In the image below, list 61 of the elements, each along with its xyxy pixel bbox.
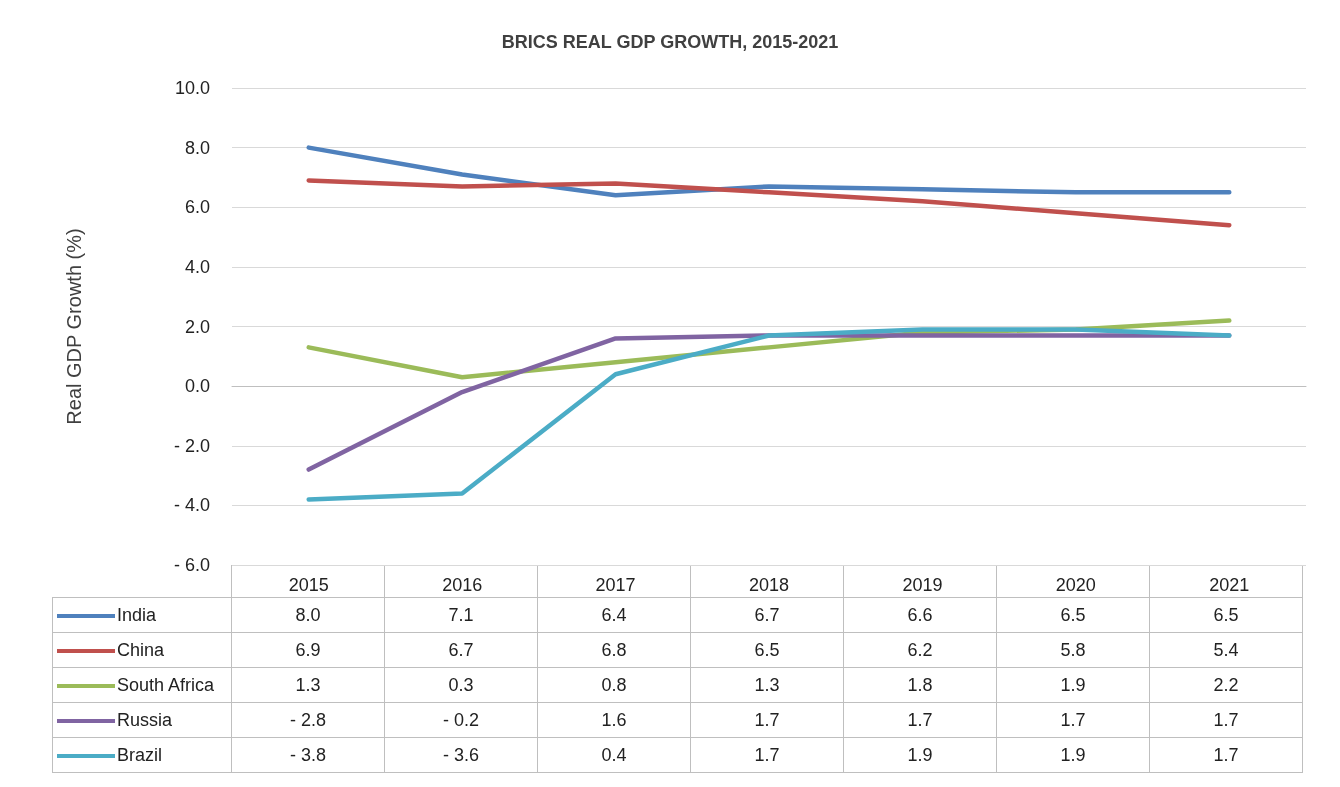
y-tick-label: 2.0 [184, 316, 210, 337]
legend-label: South Africa [117, 674, 215, 695]
y-tick-label: 4.0 [184, 256, 210, 277]
line-series [306, 178, 1232, 228]
x-tick-label: 2020 [1055, 575, 1096, 595]
data-label: - 2.8 [231, 702, 385, 738]
y-tick-label: 8.0 [184, 137, 210, 158]
data-label: 1.9 [996, 737, 1150, 773]
data-label: 5.8 [996, 632, 1150, 668]
x-tick-label: 2019 [902, 575, 943, 595]
chart-title: BRICS REAL GDP GROWTH, 2015-2021 [501, 32, 839, 52]
data-label: 6.5 [690, 632, 844, 668]
data-label: 6.4 [537, 597, 691, 633]
y-tick-label: - 6.0 [173, 555, 210, 575]
legend-label: Brazil [117, 744, 163, 765]
data-label: 1.7 [1149, 702, 1303, 738]
x-tick-label: 2017 [595, 575, 636, 595]
data-label: 1.7 [843, 702, 997, 738]
y-tick-label: 0.0 [184, 376, 210, 397]
y-tick-label: - 4.0 [173, 495, 210, 516]
y-tick-label: 6.0 [184, 197, 210, 218]
y-tick-label: 10.0 [174, 78, 210, 98]
data-label: 6.6 [843, 597, 997, 633]
y-axis-title: Real GDP Growth (%) [63, 228, 85, 425]
data-label: - 3.6 [384, 737, 538, 773]
data-label: 6.5 [996, 597, 1150, 633]
data-label: 6.2 [843, 632, 997, 668]
data-label: - 0.2 [384, 702, 538, 738]
data-label: 6.5 [1149, 597, 1303, 633]
line-series [306, 327, 1232, 502]
data-label: 0.8 [537, 667, 691, 703]
data-label: - 3.8 [231, 737, 385, 773]
data-label: 1.7 [1149, 737, 1303, 773]
data-label: 6.9 [231, 632, 385, 668]
data-label: 1.7 [690, 737, 844, 773]
y-tick-label: - 2.0 [173, 435, 210, 456]
x-tick-label: 2021 [1209, 575, 1250, 595]
data-label: 1.3 [690, 667, 844, 703]
data-label: 2.2 [1149, 667, 1303, 703]
data-label: 6.7 [384, 632, 538, 668]
x-tick-label: 2015 [288, 575, 329, 595]
data-label: 5.4 [1149, 632, 1303, 668]
data-label: 0.4 [537, 737, 691, 773]
legend-label: India [117, 604, 157, 625]
line-series [306, 145, 1232, 198]
data-label: 1.7 [996, 702, 1150, 738]
data-label: 1.7 [690, 702, 844, 738]
data-label: 1.9 [996, 667, 1150, 703]
data-label: 1.6 [537, 702, 691, 738]
data-label: 0.3 [384, 667, 538, 703]
legend-label: China [117, 639, 165, 660]
x-tick-label: 2018 [748, 575, 790, 595]
data-label: 1.9 [843, 737, 997, 773]
x-tick-label: 2016 [442, 575, 483, 595]
data-label: 6.8 [537, 632, 691, 668]
data-label: 1.3 [231, 667, 385, 703]
legend-label: Russia [117, 709, 173, 730]
data-label: 1.8 [843, 667, 997, 703]
data-label: 8.0 [231, 597, 385, 633]
data-label: 6.7 [690, 597, 844, 633]
data-label: 7.1 [384, 597, 538, 633]
